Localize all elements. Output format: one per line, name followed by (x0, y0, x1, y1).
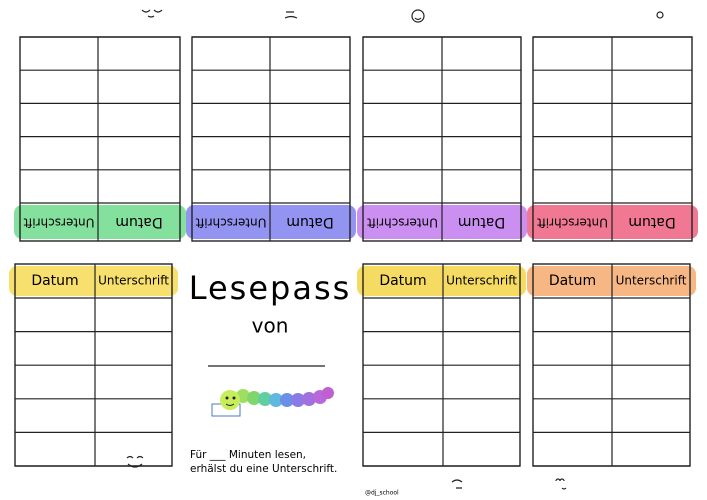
header-label: Unterschrift (23, 216, 94, 230)
header-label: Datum (379, 273, 426, 289)
header-band (186, 205, 356, 239)
header-label: Datum (115, 214, 162, 230)
header-label: Datum (628, 214, 675, 230)
credit: @dj_school (365, 490, 399, 497)
sign-table: Datum Unterschrift (14, 36, 186, 242)
header-label: Unterschrift (98, 274, 169, 288)
sign-table: Datum Unterschrift (9, 263, 178, 467)
instruction: erhälst du eine Unterschrift. (190, 463, 337, 475)
instruction: Für ___ Minuten lesen, (190, 449, 306, 461)
header-label: Unterschrift (537, 216, 608, 230)
header-label: Datum (549, 273, 596, 289)
header-band (357, 266, 526, 296)
doodles (126, 9, 664, 490)
sign-table: Datum Unterschrift (357, 263, 526, 467)
header-label: Unterschrift (446, 274, 517, 288)
sign-table: Datum Unterschrift (357, 36, 527, 242)
sign-table: Datum Unterschrift (527, 263, 696, 467)
header-label: Unterschrift (616, 274, 687, 288)
sign-table: Datum Unterschrift (186, 36, 356, 242)
header-band (9, 266, 178, 296)
header-label: Unterschrift (195, 216, 266, 230)
header-band (14, 205, 186, 239)
header-label: Datum (458, 214, 505, 230)
subtitle: von (252, 314, 289, 338)
header-label: Datum (31, 273, 78, 289)
caterpillar (211, 387, 334, 417)
title: Lesepass (189, 269, 352, 307)
sign-table: Datum Unterschrift (527, 36, 698, 242)
header-label: Unterschrift (367, 216, 438, 230)
header-label: Datum (286, 214, 333, 230)
